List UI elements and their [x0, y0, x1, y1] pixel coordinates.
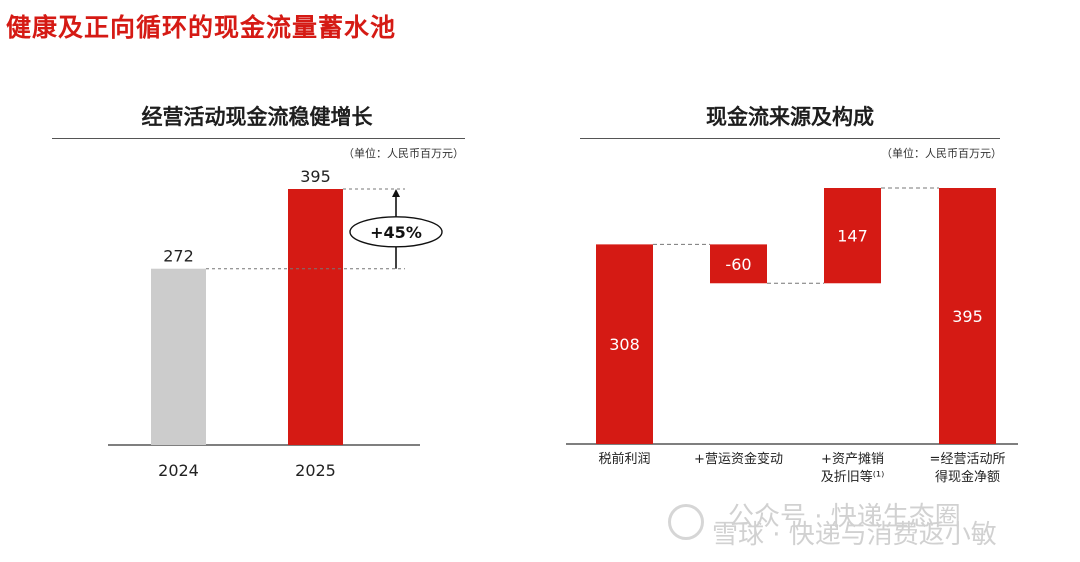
watermark-line2: 雪球 · 快递与消费返小敏	[712, 520, 997, 550]
left-value-label-2025: 395	[300, 167, 331, 186]
left-category-label-2025: 2025	[295, 461, 336, 480]
watermark-line1: 公众号 · 快递生态圈	[728, 502, 961, 532]
left-title-rule	[52, 138, 465, 139]
growth-badge-label: +45%	[370, 223, 422, 242]
watermark: 公众号 · 快递生态圈 雪球 · 快递与消费返小敏	[668, 498, 1068, 550]
waterfall-value-label-1: 308	[609, 335, 640, 354]
page-title: 健康及正向循环的现金流量蓄水池	[6, 13, 397, 42]
watermark-logo-icon	[668, 504, 704, 540]
waterfall-bar-3	[824, 188, 881, 284]
waterfall-bar-1	[596, 244, 653, 444]
waterfall-value-label-2: -60	[725, 255, 751, 274]
waterfall-bar-4	[939, 188, 996, 444]
waterfall-category-label-3-line-2: 及折旧等⁽¹⁾	[821, 469, 885, 485]
waterfall-category-label-2-line-1: +营运资金变动	[694, 451, 783, 467]
right-title-rule	[580, 138, 1000, 139]
left-bar-2024	[151, 268, 206, 445]
right-panel-title: 现金流来源及构成	[706, 105, 874, 129]
waterfall-category-label-4-line-1: =经营活动所	[930, 452, 1006, 467]
waterfall-value-label-3: 147	[837, 227, 868, 246]
waterfall-bar-2	[710, 244, 767, 284]
left-value-label-2024: 272	[163, 247, 194, 266]
growth-badge-ellipse	[349, 216, 443, 248]
left-bar-2025	[288, 189, 343, 445]
left-category-label-2024: 2024	[158, 461, 199, 480]
growth-arrow-head	[392, 189, 400, 197]
left-unit-label: （单位：人民币百万元）	[343, 147, 464, 160]
waterfall-value-label-4: 395	[952, 307, 983, 326]
waterfall-category-label-3-line-1: +资产摊销	[821, 452, 884, 467]
left-panel-title: 经营活动现金流稳健增长	[141, 105, 373, 129]
waterfall-category-label-4-line-2: 得现金净额	[935, 469, 1000, 485]
right-unit-label: （单位：人民币百万元）	[881, 147, 1002, 160]
waterfall-category-label-1-line-1: 税前利润	[598, 451, 650, 467]
